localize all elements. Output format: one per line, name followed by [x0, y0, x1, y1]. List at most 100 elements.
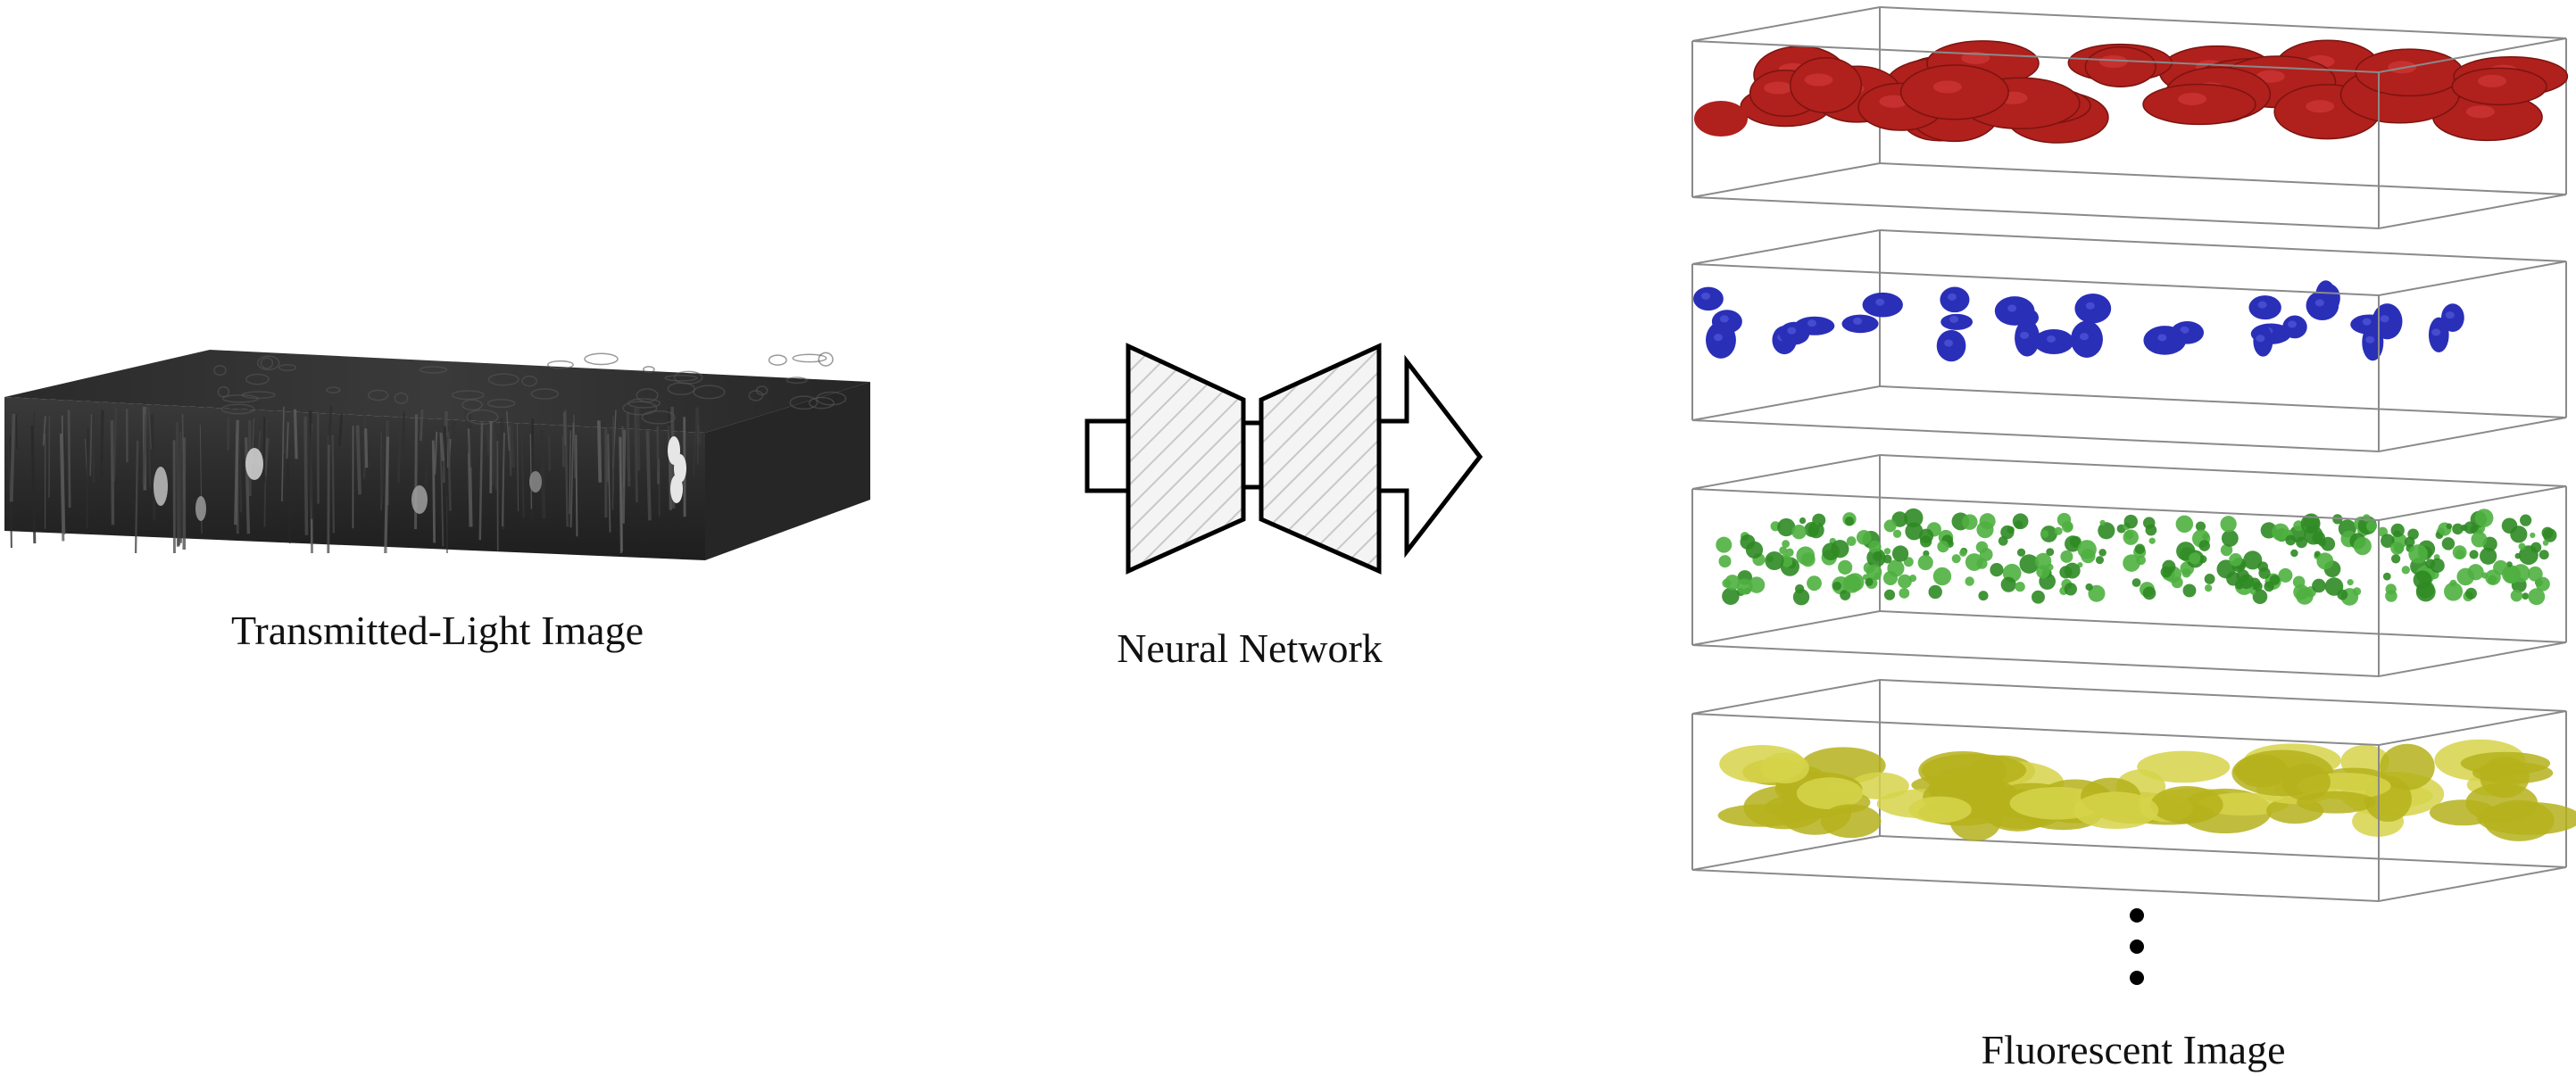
cell-speck: [2040, 526, 2057, 542]
texture-streak: [59, 433, 65, 542]
box-edge: [2378, 194, 2567, 229]
texture-streak: [147, 431, 152, 487]
texture-streak: [9, 413, 16, 502]
cell-speck: [1979, 548, 1993, 561]
texture-ring: [245, 373, 270, 385]
cell-speck: [1892, 529, 1902, 538]
cell-speck: [2539, 550, 2549, 560]
cell-speck: [2220, 543, 2233, 557]
cell-speck: [1722, 578, 1732, 588]
cell-speck: [2046, 548, 2055, 557]
cell: [1849, 772, 1909, 799]
cell-speck: [2064, 522, 2073, 532]
texture-bright-spot: [529, 471, 542, 492]
cell-speck: [2036, 565, 2050, 579]
volume-texture: [7, 352, 847, 554]
texture-streak: [446, 431, 452, 511]
texture-streak: [293, 409, 298, 459]
cell-highlight: [1719, 315, 1729, 323]
cell-highlight: [2478, 74, 2507, 87]
cell-speck: [1917, 554, 1933, 571]
texture-bright-spot: [670, 475, 683, 503]
cell-speck: [1748, 576, 1766, 593]
texture-streak: [520, 423, 525, 518]
box-edge: [2378, 485, 2567, 521]
texture-streak: [645, 430, 652, 521]
cell: [1908, 796, 1972, 824]
cell-speck: [1962, 514, 1978, 530]
cell-speck: [2290, 549, 2298, 558]
texture-ring: [785, 377, 808, 385]
texture-streak: [506, 411, 511, 451]
cell-speck: [2527, 566, 2543, 582]
cell-speck: [1736, 578, 1753, 595]
cell: [2150, 786, 2223, 824]
texture-streak: [234, 419, 239, 526]
cell-speck: [2352, 587, 2362, 596]
cell-speck: [2019, 554, 2040, 574]
box-edge: [1879, 229, 2567, 262]
output-arrow-icon: [1376, 354, 1483, 559]
cell-speck: [1866, 564, 1882, 580]
green-channel-volume: [1691, 454, 2567, 677]
cell-speck: [2504, 566, 2521, 584]
cell-speck: [1781, 556, 1793, 567]
texture-ring: [256, 355, 280, 371]
texture-streak: [439, 433, 445, 461]
box-edge: [2378, 417, 2567, 452]
cell-speck: [1908, 575, 1917, 583]
texture-streak: [562, 411, 567, 446]
box-edge: [1691, 162, 1881, 198]
cell-speck: [2258, 567, 2271, 579]
cell-speck: [2530, 532, 2536, 539]
cell-speck: [2182, 584, 2197, 598]
cell: [1719, 745, 1806, 783]
texture-ring: [486, 399, 516, 409]
network-input-port: [1084, 418, 1131, 493]
texture-streak: [508, 425, 512, 476]
cell-speck: [2362, 514, 2371, 522]
cell-speck: [1959, 549, 1967, 557]
texture-ring: [326, 386, 341, 393]
cell-speck: [2204, 573, 2215, 584]
cell-speck: [2148, 537, 2156, 544]
cell-speck: [2318, 538, 2327, 547]
texture-ring: [667, 382, 695, 395]
texture-streak: [384, 436, 390, 554]
texture-streak: [663, 430, 666, 476]
cell-highlight: [2365, 335, 2375, 343]
cell-highlight: [1944, 339, 1954, 347]
cell-speck: [2425, 559, 2436, 569]
cell-speck: [1883, 519, 1897, 533]
cell-speck: [2040, 529, 2049, 538]
cell-speck: [2390, 554, 2401, 564]
cell-speck: [2316, 552, 2334, 570]
texture-streak: [244, 437, 251, 534]
cell-speck: [2300, 514, 2321, 534]
cell-highlight: [1764, 81, 1793, 95]
cell-speck: [2239, 574, 2255, 590]
cell-speck: [2471, 531, 2488, 548]
texture-bright-spot: [154, 467, 168, 506]
input-caption: Transmitted-Light Image: [230, 608, 644, 653]
texture-ring: [367, 389, 389, 401]
cell-speck: [1718, 555, 1732, 568]
texture-streak: [262, 417, 266, 483]
cell-highlight: [1932, 80, 1962, 94]
cell-speck: [1740, 534, 1756, 550]
cell-speck: [1990, 562, 2004, 577]
cell-highlight: [1700, 292, 1710, 300]
box-edge: [1879, 454, 2567, 487]
texture-streak: [502, 432, 505, 526]
texture-streak: [142, 414, 147, 485]
texture-streak: [364, 428, 369, 468]
cell: [2073, 791, 2159, 830]
cell-speck: [2452, 545, 2467, 560]
cell-speck: [1840, 589, 1851, 600]
cell-speck: [2252, 589, 2268, 605]
texture-streak: [383, 419, 386, 495]
output-caption: Fluorescent Image: [1981, 1027, 2286, 1072]
cell-speck: [1883, 548, 1891, 555]
cell-highlight: [2257, 301, 2267, 309]
cell-speck: [2221, 529, 2239, 547]
